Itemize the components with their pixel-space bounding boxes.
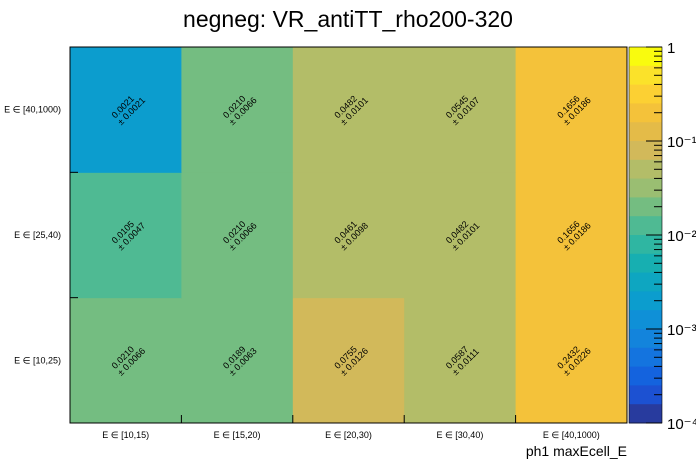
colorbar-band	[629, 141, 662, 161]
colorbar-tick-label: 1	[667, 40, 675, 57]
colorbar-band	[629, 404, 662, 424]
x-tick-label: E ∈ [20,30)	[325, 430, 372, 440]
colorbar-band	[629, 329, 662, 349]
colorbar-band	[629, 385, 662, 405]
colorbar-band	[629, 291, 662, 311]
heatmap-cell	[181, 297, 294, 424]
heatmap-cell	[70, 47, 182, 173]
heatmap-cell	[404, 47, 517, 173]
y-tick-label: E ∈ [25,40)	[14, 230, 61, 240]
heatmap-cell	[404, 297, 517, 424]
colorbar-tick-label: 10⁻²	[667, 228, 696, 245]
x-tick-label: E ∈ [10,15)	[102, 430, 149, 440]
heatmap-cell	[292, 47, 405, 173]
colorbar-band	[629, 253, 662, 274]
colorbar-band	[629, 347, 662, 368]
colorbar-band	[629, 235, 662, 255]
colorbar-band	[629, 159, 662, 180]
x-axis-title: ph1 maxEcell_E	[526, 443, 627, 459]
colorbar-band	[629, 178, 662, 198]
colorbar-band	[629, 216, 662, 236]
colorbar-band	[629, 197, 662, 217]
y-tick-label: E ∈ [40,1000)	[4, 105, 61, 115]
heatmap-cell	[515, 47, 628, 173]
heatmap-cell	[404, 172, 517, 299]
heatmap-cell	[292, 172, 405, 299]
heatmap-cell	[515, 172, 628, 299]
colorbar-band	[629, 47, 662, 67]
colorbar-band	[629, 310, 662, 330]
x-tick-label: E ∈ [30,40)	[436, 430, 483, 440]
heatmap-cell	[181, 47, 294, 173]
colorbar-band	[629, 122, 662, 142]
colorbar-band	[629, 366, 662, 386]
x-tick-label: E ∈ [40,1000)	[543, 430, 600, 440]
colorbar-band	[629, 272, 662, 292]
chart-title: negneg: VR_antiTT_rho200-320	[183, 6, 513, 32]
heatmap-cell	[181, 172, 294, 299]
colorbar-band	[629, 84, 662, 104]
heatmap-cell	[70, 297, 182, 424]
plot-frame	[69, 46, 628, 424]
colorbar-tick-label: 10⁻¹	[667, 134, 696, 151]
x-tick-label: E ∈ [15,20)	[214, 430, 261, 440]
colorbar-band	[629, 65, 662, 86]
colorbar-band	[629, 103, 662, 123]
colorbar-tick-label: 10⁻³	[667, 322, 696, 339]
y-tick-label: E ∈ [10,25)	[14, 355, 61, 365]
heatmap-cell	[515, 297, 628, 424]
colorbar-tick-label: 10⁻⁴	[667, 416, 696, 433]
heatmap-cell	[292, 297, 405, 424]
heatmap-cell	[70, 172, 182, 299]
